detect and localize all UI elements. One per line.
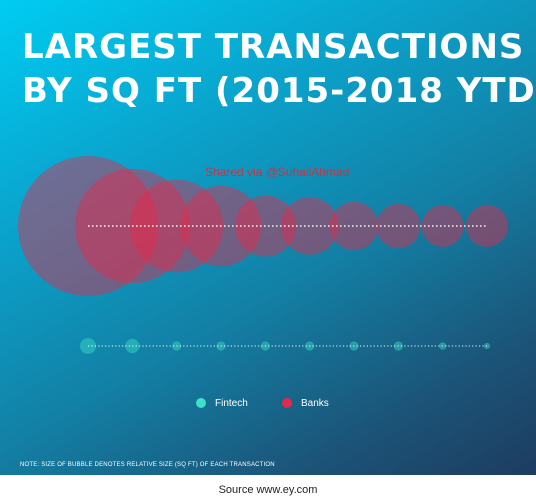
source-credit: Source www.ey.com (218, 484, 318, 496)
banks-bubble-10 (466, 205, 508, 247)
footnote: NOTE: SIZE OF BUBBLE DENOTES RELATIVE SI… (20, 462, 275, 468)
legend-swatch-banks (282, 398, 292, 408)
banks-bubble-9 (421, 205, 464, 247)
legend-item-fintech: Fintech (196, 396, 248, 410)
banks-bubble-6 (280, 197, 339, 255)
legend-label-banks: Banks (301, 397, 329, 409)
legend-swatch-fintech (196, 398, 206, 408)
legend-label-fintech: Fintech (215, 397, 248, 409)
watermark-text: Shared via @SuhailAhmad (205, 165, 350, 179)
chart-title-line-2: BY SQ FT (2015-2018 YTD) (22, 71, 536, 111)
banks-bubble-7 (329, 201, 379, 251)
chart-title-line-1: LARGEST TRANSACTIONS (22, 27, 525, 67)
bubble-chart (18, 156, 508, 354)
banks-bubble-8 (376, 203, 421, 249)
infographic-panel: LARGEST TRANSACTIONS BY SQ FT (2015-2018… (0, 0, 536, 475)
legend-item-banks: Banks (282, 396, 329, 410)
